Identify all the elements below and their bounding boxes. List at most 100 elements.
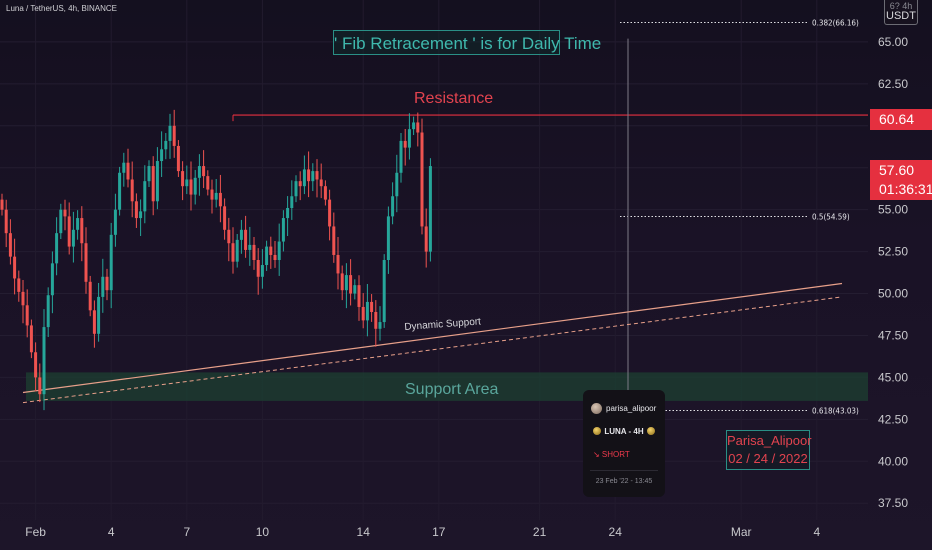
candle-body xyxy=(50,263,54,296)
candle-body xyxy=(59,209,63,234)
candle-body xyxy=(349,275,353,294)
candle-body xyxy=(231,243,235,262)
candle-body xyxy=(374,312,378,329)
candle-body xyxy=(218,192,222,207)
time-tick-label: 4 xyxy=(108,525,115,539)
candle-body xyxy=(130,179,134,202)
time-tick-label: 24 xyxy=(609,525,623,539)
candle-body xyxy=(227,229,231,244)
time-tick-label: 14 xyxy=(357,525,371,539)
candle-body xyxy=(181,171,185,187)
candle-body xyxy=(361,306,365,321)
candle-body xyxy=(189,179,193,195)
luna-coin-icon xyxy=(646,427,655,435)
candle-body xyxy=(332,226,336,255)
candle-body xyxy=(168,125,172,141)
candle-body xyxy=(265,246,269,266)
candle-body xyxy=(71,229,75,247)
candle-body xyxy=(139,211,143,219)
candle-body xyxy=(399,140,403,173)
candle-body xyxy=(416,122,420,133)
resistance-label: Resistance xyxy=(414,90,494,107)
time-tick-label: 4 xyxy=(813,525,820,539)
price-tick-label: 62.50 xyxy=(878,77,908,91)
candle-body xyxy=(248,244,252,250)
trend-lines xyxy=(22,282,843,404)
candle-body xyxy=(63,209,67,217)
price-tick-label: 50.00 xyxy=(878,287,908,301)
candle-body xyxy=(277,241,281,260)
candle-body xyxy=(21,291,25,306)
candle-body xyxy=(88,281,92,311)
card-direction: ↘ SHORT xyxy=(593,450,630,459)
candle-body xyxy=(256,260,260,277)
time-tick-label: 17 xyxy=(432,525,446,539)
candle-body xyxy=(42,327,46,395)
candle-body xyxy=(298,181,302,187)
author-date: 02 / 24 / 2022 xyxy=(728,451,808,466)
candle-body xyxy=(202,166,206,177)
bar-countdown: 01:36:31 xyxy=(879,181,932,197)
unit-selector[interactable]: 6? 4h USDT xyxy=(884,0,918,25)
candle-body xyxy=(260,265,264,277)
card-author: parisa_alipoor xyxy=(606,404,657,413)
candle-body xyxy=(307,169,311,182)
candle-body xyxy=(46,295,50,328)
idea-card[interactable]: parisa_alipoor LUNA - 4H ↘ SHORT 23 Feb … xyxy=(583,390,665,497)
candle-body xyxy=(126,162,130,180)
candle-body xyxy=(420,132,424,227)
candle-body xyxy=(378,322,382,329)
candle-body xyxy=(193,177,197,195)
price-tick-label: 65.00 xyxy=(878,35,908,49)
candle-body xyxy=(235,239,239,262)
unit-label: USDT xyxy=(886,10,916,22)
candle-body xyxy=(84,243,88,282)
candle-body xyxy=(290,196,294,208)
candle-body xyxy=(286,208,290,219)
candle-body xyxy=(239,229,243,240)
price-tick-label: 45.00 xyxy=(878,370,908,384)
candle-body xyxy=(214,192,218,200)
pair-label: Luna / TetherUS, 4h, BINANCE xyxy=(6,4,118,13)
candle-body xyxy=(328,199,332,227)
candle-body xyxy=(29,325,33,353)
dynamic-support-line xyxy=(22,282,843,394)
time-tick-label: Mar xyxy=(731,525,752,539)
candle-body xyxy=(407,129,411,148)
candle-body xyxy=(395,172,399,197)
card-symbol-row: LUNA - 4H xyxy=(583,427,665,436)
candle-body xyxy=(101,276,105,297)
candle-body xyxy=(13,256,17,279)
candle-body xyxy=(105,276,109,291)
candle-body xyxy=(403,140,407,148)
support-area-label: Support Area xyxy=(405,381,499,398)
fib-levels: 0.382(66.16) 0.5(54.59) 0.618(43.03) xyxy=(620,18,859,415)
candle-body xyxy=(76,218,80,230)
candle-body xyxy=(412,122,416,130)
candle-body xyxy=(365,301,369,321)
price-tick-label: 42.50 xyxy=(878,412,908,426)
candle-body xyxy=(17,278,21,292)
author-name: Parisa_Alipoor xyxy=(727,433,812,448)
candle-body xyxy=(25,305,29,326)
time-tick-label: 21 xyxy=(533,525,547,539)
candle-body xyxy=(80,218,84,244)
candle-body xyxy=(210,189,214,200)
candle-body xyxy=(97,296,101,334)
candle-body xyxy=(311,171,315,182)
card-divider xyxy=(590,470,658,471)
candle-body xyxy=(386,216,390,260)
dynamic-support-dashed-line xyxy=(22,296,843,404)
candle-body xyxy=(160,149,164,162)
fib-level-label: 0.5(54.59) xyxy=(812,213,850,222)
candle-body xyxy=(244,229,248,250)
price-tick-label: 47.50 xyxy=(878,328,908,342)
card-symbol: LUNA - 4H xyxy=(604,427,644,436)
candle-body xyxy=(55,233,59,264)
candle-body xyxy=(340,273,344,291)
candle-body xyxy=(197,166,201,178)
fib-level-label: 0.618(43.03) xyxy=(812,406,859,415)
candle-body xyxy=(185,179,189,187)
candle-body xyxy=(172,125,176,146)
